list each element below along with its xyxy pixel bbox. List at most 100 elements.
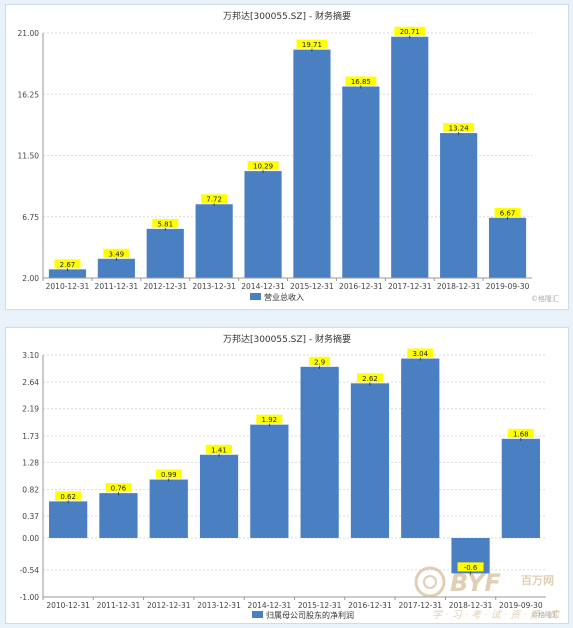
value-label-bg [457,562,484,572]
value-label: 10.29 [253,163,273,171]
net-profit-chart-panel: 万邦达[300055.SZ] - 财务摘要 0.62 0.76 0.99 1.41 1.… [5,327,569,624]
y-tick-label: 1.73 [22,432,39,441]
x-tick-label: 2010-12-31 [46,601,90,610]
x-tick-label: 2012-12-31 [147,601,191,610]
value-label: 2.62 [362,375,378,383]
y-tick-label: 2.19 [22,405,39,414]
bar [199,454,239,538]
value-label-bg [206,444,233,454]
value-label: 6.67 [500,209,516,217]
y-tick-label: 0.37 [22,512,39,521]
y-tick-label: 11.50 [18,152,40,161]
bar [501,438,540,538]
x-tick-label: 2011-12-31 [97,601,141,610]
value-label: 1.92 [262,416,278,424]
legend[interactable]: 归属母公司股东的净利润 [252,610,354,620]
x-tick-label: 2018-12-31 [437,282,481,291]
x-tick-label: 2014-12-31 [241,282,285,291]
legend-label: 营业总收入 [264,292,304,302]
value-label-bg [296,39,328,49]
legend[interactable]: 营业总收入 [250,292,304,302]
value-label-bg [256,414,283,424]
value-label-bg [105,483,132,493]
value-label: 2.67 [60,261,76,269]
x-tick-label: 2014-12-31 [248,601,292,610]
y-tick-label: 0.82 [22,486,39,495]
bar [300,366,339,538]
y-tick-label: -0.54 [20,566,40,575]
value-label-bg [407,348,434,358]
bar [99,493,138,538]
chart-title: 万邦达[300055.SZ] - 财务摘要 [223,333,351,345]
value-label: 20.71 [400,28,420,36]
value-label: 1.41 [211,446,227,454]
revenue-chart: 万邦达[300055.SZ] - 财务摘要 2.67 3.49 5.81 7.72 10… [18,10,559,303]
value-label-bg [345,76,377,86]
value-label: 0.76 [111,485,127,493]
value-label-bg [152,218,179,228]
value-label-bg [247,161,279,171]
y-tick-label: 2.00 [22,274,39,283]
x-tick-label: 2019-09-30 [486,282,530,291]
value-label-bg [155,469,182,479]
value-label: 0.99 [161,471,177,479]
watermark-text: ©格隆汇 [531,610,559,619]
value-label: 3.04 [412,350,428,358]
value-label: 7.72 [206,196,222,204]
revenue-chart-panel: 万邦达[300055.SZ] - 财务摘要 2.67 3.49 5.81 7.72 10… [5,4,569,310]
x-tick-label: 2013-12-31 [197,601,241,610]
x-tick-label: 2017-12-31 [398,601,442,610]
legend-swatch [250,293,261,300]
value-label: 19.71 [302,41,322,49]
value-label-bg [507,428,534,438]
y-tick-label: 21.00 [18,29,40,38]
value-label: 2.9 [314,358,325,366]
bar [488,217,527,278]
value-label: -0.6 [464,564,478,572]
x-tick-label: 2012-12-31 [143,282,187,291]
value-label: 1.68 [513,430,529,438]
bar [293,49,331,278]
value-label-bg [356,373,383,383]
x-tick-label: 2010-12-31 [46,282,90,291]
bar [48,269,87,278]
value-label: 0.62 [60,493,76,501]
value-label: 5.81 [157,220,173,228]
bar [250,424,289,538]
bar [49,501,88,538]
value-label-bg [55,491,82,501]
bar [146,228,184,278]
x-tick-label: 2013-12-31 [192,282,236,291]
y-tick-label: 16.25 [18,90,40,99]
x-tick-label: 2016-12-31 [339,282,383,291]
x-tick-label: 2015-12-31 [290,282,334,291]
y-tick-label: 2.64 [22,378,39,387]
bar [244,171,282,278]
value-label: 13.24 [449,125,470,133]
value-label-bg [494,207,521,217]
x-tick-label: 2016-12-31 [348,601,392,610]
value-label: 3.49 [109,250,125,258]
value-label-bg [54,259,81,269]
value-label-bg [103,248,130,258]
value-label-bg [394,26,426,36]
bar [440,133,478,278]
y-tick-label: -1.00 [20,593,40,602]
legend-label: 归属母公司股东的净利润 [266,610,354,620]
y-tick-label: 6.75 [22,213,39,222]
chart-title: 万邦达[300055.SZ] - 财务摘要 [223,10,351,22]
bar [401,358,440,538]
watermark-text: ©格隆汇 [531,294,559,303]
value-label-bg [309,356,331,366]
bar [350,383,390,538]
y-tick-label: 1.28 [22,458,39,467]
bar [391,36,429,278]
value-label: 16.85 [351,78,371,86]
net-profit-chart: 万邦达[300055.SZ] - 财务摘要 0.62 0.76 0.99 1.41 1.… [20,333,559,620]
value-label-bg [443,123,475,133]
legend-swatch [252,611,263,618]
bar [97,258,135,278]
x-tick-label: 2011-12-31 [95,282,139,291]
y-tick-label: 0.00 [22,534,39,543]
x-tick-label: 2015-12-31 [298,601,342,610]
